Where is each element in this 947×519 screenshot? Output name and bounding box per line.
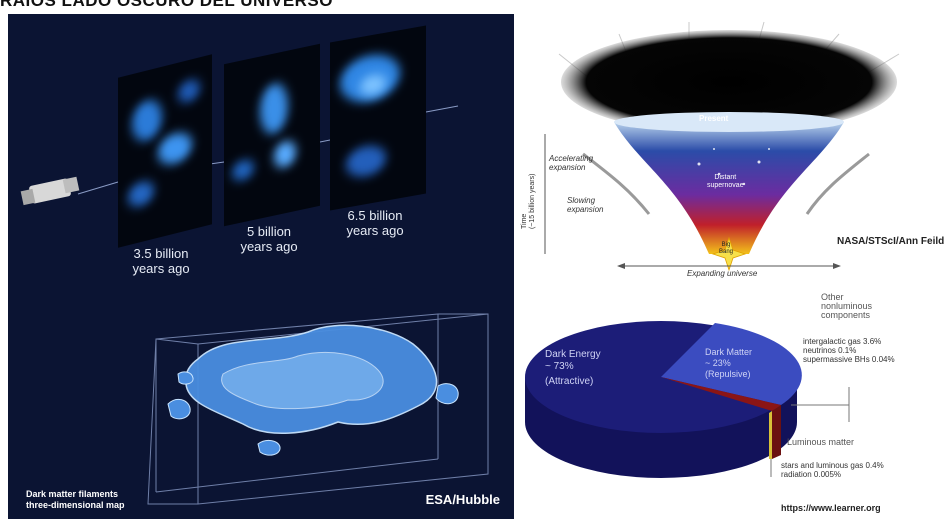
expansion-diagram [544, 21, 900, 272]
label-line: supermassive BHs 0.04% [803, 355, 895, 364]
label-3-5-billion: 3.5 billion years ago [106, 246, 216, 276]
slab-6-5-billion [330, 25, 426, 211]
dark-energy-label: Dark Energy ~ 73% (Attractive) [545, 349, 601, 388]
label-line: nonluminous [821, 301, 873, 311]
label-line: (~15 billion years) [529, 173, 536, 229]
label-line: expansion [567, 205, 604, 214]
label-line: Distant [714, 174, 737, 181]
label-line: Dark Energy [545, 349, 601, 360]
label-line: expansion [549, 163, 586, 172]
time-axis-label: Time (~15 billion years) [521, 174, 537, 229]
supernovae-label: Distant supernovae [707, 174, 744, 190]
label-line: components [821, 310, 871, 320]
label-line: 5 billion [246, 224, 292, 239]
composition-pie-panel: Dark Energy ~ 73% (Attractive) Dark Matt… [519, 287, 947, 519]
label-line: ~ 73% [545, 361, 574, 372]
map-caption: Dark matter filaments three-dimensional … [26, 489, 125, 511]
expansion-diagram-panel: Present Accelerating expansion Slowing e… [519, 14, 947, 282]
hubble-telescope-icon [20, 176, 80, 206]
slab-5-billion [224, 43, 320, 227]
nasa-credit: NASA/STScI/Ann Feild [837, 236, 945, 247]
esa-credit: ESA/Hubble [425, 492, 500, 507]
other-details: intergalactic gas 3.6% neutrinos 0.1% su… [803, 337, 895, 364]
label-line: 6.5 billion [347, 208, 403, 223]
label-line: intergalactic gas 3.6% [803, 337, 882, 346]
dark-matter-map-panel: 3.5 billion years ago 5 billion years ag… [8, 14, 514, 519]
expanding-universe-label: Expanding universe [687, 269, 758, 278]
label-line: Other [821, 292, 844, 302]
label-line: Accelerating [549, 154, 594, 163]
dark-matter-label: Dark Matter ~ 23% (Repulsive) [705, 347, 752, 380]
slowing-label: Slowing expansion [567, 196, 603, 214]
label-line: Slowing [567, 196, 596, 205]
present-label: Present [699, 114, 729, 123]
caption-line: Dark matter filaments [26, 489, 119, 499]
caption-line: three-dimensional map [26, 500, 125, 510]
present-universe-disk [561, 30, 897, 134]
big-bang-icon [711, 236, 747, 272]
luminous-slice [769, 411, 772, 459]
luminous-details: stars and luminous gas 0.4% radiation 0.… [781, 461, 884, 479]
accelerating-label: Accelerating expansion [549, 154, 593, 172]
label-line: (Attractive) [545, 376, 594, 387]
label-line: ~ 23% [705, 358, 731, 368]
label-line: supernovae [707, 182, 744, 189]
page-title: RAIOS LADO OSCURO DEL UNIVERSO [0, 0, 333, 10]
label-line: Time [521, 213, 528, 229]
label-line: Dark Matter [705, 347, 753, 357]
label-line: years ago [240, 239, 298, 254]
expansion-funnel [614, 122, 844, 254]
label-line: stars and luminous gas 0.4% [781, 461, 884, 470]
label-line: (Repulsive) [705, 369, 751, 379]
label-6-5-billion: 6.5 billion years ago [320, 208, 430, 238]
label-line: 3.5 billion [133, 246, 189, 261]
pie-chart [525, 321, 850, 478]
label-line: Big [721, 242, 731, 248]
other-heading: Other nonluminous components [821, 293, 872, 320]
label-line: neutrinos 0.1% [803, 346, 857, 355]
label-line: Bang [719, 249, 734, 255]
label-5-billion: 5 billion years ago [214, 224, 324, 254]
label-line: years ago [346, 223, 404, 238]
dark-matter-slice [661, 323, 802, 405]
luminous-label: Luminous matter [787, 437, 855, 447]
label-line: radiation 0.005% [781, 470, 842, 479]
slab-3-5-billion [118, 54, 212, 248]
big-bang-label: Big Bang [719, 242, 733, 256]
learner-url: https://www.learner.org [781, 503, 881, 513]
other-slice [661, 377, 781, 411]
label-line: years ago [132, 261, 190, 276]
map-lines [20, 105, 489, 505]
